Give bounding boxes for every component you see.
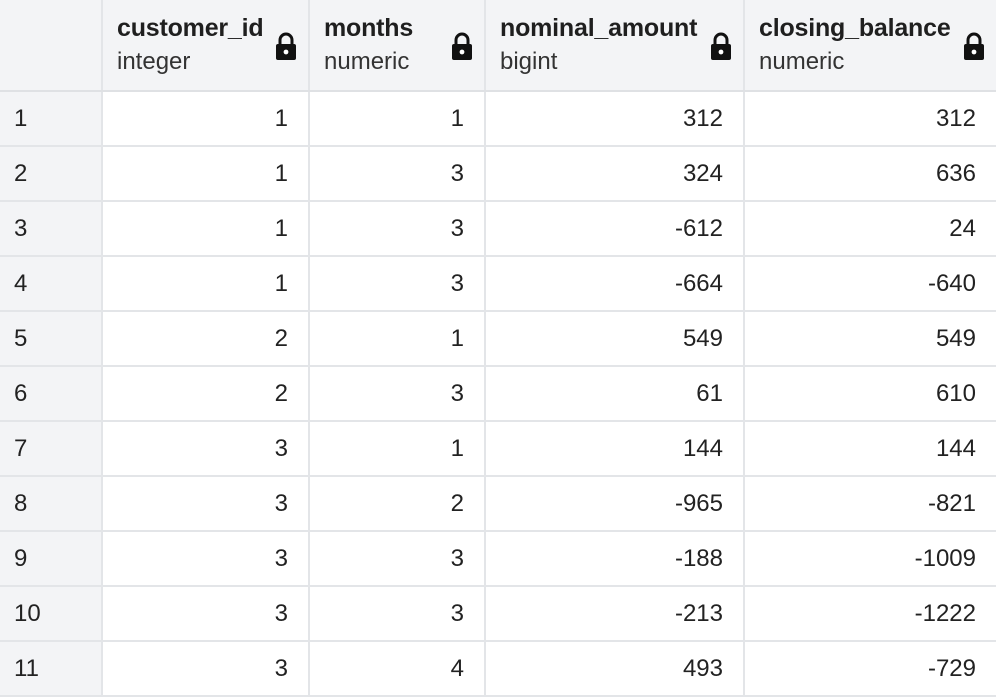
row-number[interactable]: 5 xyxy=(0,311,103,367)
row-number[interactable]: 10 xyxy=(0,586,103,642)
cell-customer-id[interactable]: 1 xyxy=(102,146,310,202)
cell-months[interactable]: 3 xyxy=(309,586,486,642)
cell-months[interactable]: 1 xyxy=(309,311,486,367)
cell-customer-id[interactable]: 3 xyxy=(102,531,310,587)
cell-nominal-amount[interactable]: 61 xyxy=(485,366,745,422)
cell-customer-id[interactable]: 3 xyxy=(102,476,310,532)
cell-closing-balance[interactable]: -821 xyxy=(744,476,996,532)
table-row[interactable]: 10 3 3 -213 -1222 xyxy=(0,586,996,642)
row-number[interactable]: 8 xyxy=(0,476,103,532)
column-name: nominal_amount xyxy=(500,14,698,42)
cell-customer-id[interactable]: 1 xyxy=(102,201,310,257)
cell-nominal-amount[interactable]: 549 xyxy=(485,311,745,367)
cell-months[interactable]: 1 xyxy=(309,421,486,477)
cell-customer-id[interactable]: 2 xyxy=(102,311,310,367)
cell-closing-balance[interactable]: 636 xyxy=(744,146,996,202)
row-number[interactable]: 1 xyxy=(0,91,103,147)
cell-months[interactable]: 3 xyxy=(309,146,486,202)
cell-closing-balance[interactable]: 610 xyxy=(744,366,996,422)
cell-closing-balance[interactable]: -640 xyxy=(744,256,996,312)
table-row[interactable]: 3 1 3 -612 24 xyxy=(0,201,996,257)
cell-nominal-amount[interactable]: -965 xyxy=(485,476,745,532)
column-type: numeric xyxy=(759,48,845,75)
column-type: integer xyxy=(117,48,191,75)
cell-customer-id[interactable]: 3 xyxy=(102,586,310,642)
table-row[interactable]: 5 2 1 549 549 xyxy=(0,311,996,367)
cell-closing-balance[interactable]: 549 xyxy=(744,311,996,367)
cell-closing-balance[interactable]: -729 xyxy=(744,641,996,697)
column-name: months xyxy=(324,14,414,42)
cell-closing-balance[interactable]: 144 xyxy=(744,421,996,477)
cell-closing-balance[interactable]: 24 xyxy=(744,201,996,257)
cell-nominal-amount[interactable]: 144 xyxy=(485,421,745,477)
row-number[interactable]: 2 xyxy=(0,146,103,202)
cell-customer-id[interactable]: 1 xyxy=(102,91,310,147)
cell-months[interactable]: 3 xyxy=(309,256,486,312)
cell-customer-id[interactable]: 1 xyxy=(102,256,310,312)
cell-customer-id[interactable]: 3 xyxy=(102,641,310,697)
cell-closing-balance[interactable]: -1222 xyxy=(744,586,996,642)
column-header-closing-balance[interactable]: closing_balance numeric xyxy=(744,0,996,92)
cell-closing-balance[interactable]: 312 xyxy=(744,91,996,147)
cell-nominal-amount[interactable]: -664 xyxy=(485,256,745,312)
column-type: bigint xyxy=(500,48,558,75)
column-header-customer-id[interactable]: customer_id integer xyxy=(102,0,310,92)
column-name: customer_id xyxy=(117,14,264,42)
lock-icon xyxy=(276,32,296,60)
row-number-header[interactable] xyxy=(0,0,103,92)
table-row[interactable]: 6 2 3 61 610 xyxy=(0,366,996,422)
table-row[interactable]: 4 1 3 -664 -640 xyxy=(0,256,996,312)
cell-months[interactable]: 1 xyxy=(309,91,486,147)
cell-months[interactable]: 3 xyxy=(309,366,486,422)
table-row[interactable]: 7 3 1 144 144 xyxy=(0,421,996,477)
column-name: closing_balance xyxy=(759,14,951,42)
table-row[interactable]: 9 3 3 -188 -1009 xyxy=(0,531,996,587)
row-number[interactable]: 4 xyxy=(0,256,103,312)
cell-months[interactable]: 3 xyxy=(309,201,486,257)
header-row: customer_id integer months numeric xyxy=(0,0,996,92)
lock-icon xyxy=(711,32,731,60)
row-number[interactable]: 6 xyxy=(0,366,103,422)
cell-nominal-amount[interactable]: -188 xyxy=(485,531,745,587)
cell-customer-id[interactable]: 2 xyxy=(102,366,310,422)
row-number[interactable]: 3 xyxy=(0,201,103,257)
cell-nominal-amount[interactable]: -612 xyxy=(485,201,745,257)
lock-icon xyxy=(452,32,472,60)
column-type: numeric xyxy=(324,48,410,75)
cell-nominal-amount[interactable]: 324 xyxy=(485,146,745,202)
cell-months[interactable]: 3 xyxy=(309,531,486,587)
lock-icon xyxy=(964,32,984,60)
cell-closing-balance[interactable]: -1009 xyxy=(744,531,996,587)
row-number[interactable]: 9 xyxy=(0,531,103,587)
cell-nominal-amount[interactable]: 312 xyxy=(485,91,745,147)
table-row[interactable]: 8 3 2 -965 -821 xyxy=(0,476,996,532)
column-header-nominal-amount[interactable]: nominal_amount bigint xyxy=(485,0,745,92)
cell-nominal-amount[interactable]: -213 xyxy=(485,586,745,642)
column-header-months[interactable]: months numeric xyxy=(309,0,486,92)
cell-months[interactable]: 2 xyxy=(309,476,486,532)
row-number[interactable]: 7 xyxy=(0,421,103,477)
cell-months[interactable]: 4 xyxy=(309,641,486,697)
cell-customer-id[interactable]: 3 xyxy=(102,421,310,477)
table-row[interactable]: 11 3 4 493 -729 xyxy=(0,641,996,697)
cell-nominal-amount[interactable]: 493 xyxy=(485,641,745,697)
row-number[interactable]: 11 xyxy=(0,641,103,697)
table-row[interactable]: 1 1 1 312 312 xyxy=(0,91,996,147)
table-row[interactable]: 2 1 3 324 636 xyxy=(0,146,996,202)
